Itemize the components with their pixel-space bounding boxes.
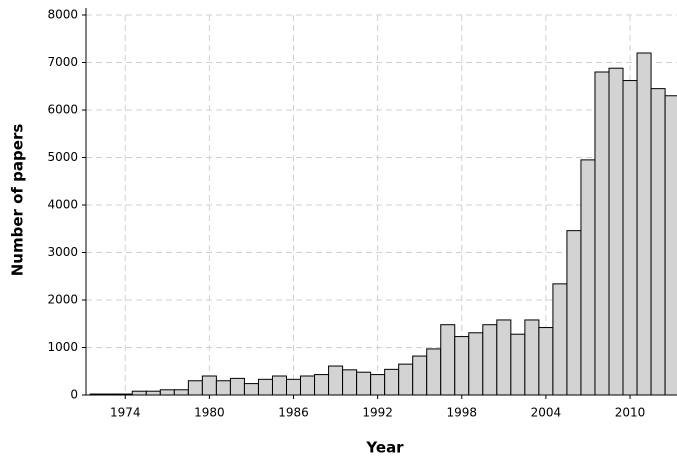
bar — [342, 369, 358, 396]
bar — [454, 336, 470, 396]
bar — [257, 378, 273, 396]
bar — [131, 390, 147, 396]
x-tick-label: 1980 — [194, 406, 225, 420]
y-tick-label: 8000 — [47, 8, 78, 22]
bar — [398, 363, 414, 396]
y-tick-label: 4000 — [47, 198, 78, 212]
bar — [370, 374, 386, 396]
bar — [243, 383, 259, 396]
bar — [524, 319, 540, 396]
bar — [300, 375, 316, 396]
bar — [187, 380, 203, 396]
x-tick-label: 1974 — [110, 406, 141, 420]
bar — [328, 365, 344, 396]
bar — [173, 389, 189, 396]
bar — [440, 324, 456, 396]
bar — [271, 375, 288, 396]
bar — [215, 380, 231, 396]
bar — [538, 327, 554, 396]
y-tick-label: 3000 — [47, 245, 78, 259]
bar — [566, 230, 582, 396]
x-tick-label: 1998 — [446, 406, 477, 420]
x-tick-label: 1986 — [278, 406, 309, 420]
y-tick-label: 7000 — [47, 55, 78, 69]
bar — [314, 374, 330, 396]
bar — [608, 67, 624, 396]
bar — [650, 88, 666, 396]
x-axis-label: Year — [365, 439, 404, 457]
bar — [145, 390, 161, 396]
bar — [496, 319, 512, 396]
y-tick-label: 6000 — [47, 103, 78, 117]
bar — [384, 368, 400, 396]
y-tick-label: 0 — [70, 388, 78, 402]
bar — [622, 80, 638, 396]
bar — [594, 71, 610, 396]
bar — [482, 324, 498, 396]
x-tick-label: 2004 — [531, 406, 562, 420]
bar — [552, 283, 568, 396]
bar — [664, 95, 677, 396]
bar — [356, 371, 372, 396]
bar — [229, 377, 245, 396]
y-tick-label: 5000 — [47, 150, 78, 164]
bar — [159, 389, 175, 396]
bar — [510, 333, 526, 396]
bar — [468, 332, 484, 396]
y-tick-label: 1000 — [47, 340, 78, 354]
bar — [426, 348, 442, 396]
bar — [636, 52, 652, 396]
bar — [412, 355, 428, 396]
y-tick-label: 2000 — [47, 293, 78, 307]
bar — [286, 378, 302, 396]
x-tick-label: 2010 — [615, 406, 646, 420]
x-tick-label: 1992 — [362, 406, 393, 420]
bar — [201, 375, 217, 396]
bar — [580, 159, 596, 396]
y-axis-label: Number of papers — [9, 124, 27, 277]
